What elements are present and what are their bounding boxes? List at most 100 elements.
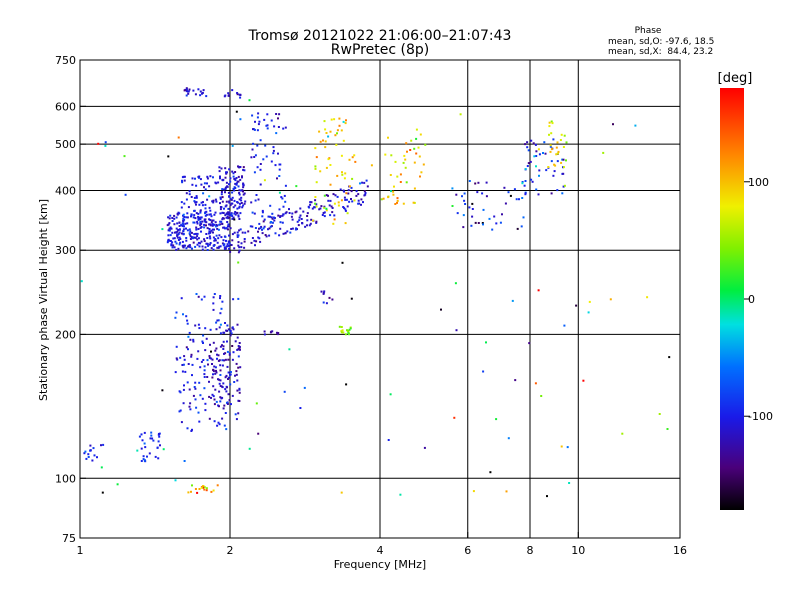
data-point [263, 225, 266, 228]
data-point [329, 199, 332, 202]
data-point [341, 261, 344, 264]
data-point [191, 183, 194, 186]
data-point [176, 234, 179, 237]
data-point [314, 202, 317, 205]
data-point [668, 356, 671, 359]
data-point [261, 209, 264, 212]
stats-line-o: mean, sd,O: -97.6, 18.5 [608, 37, 714, 47]
data-point [191, 484, 193, 487]
data-point [168, 229, 171, 232]
data-point [186, 229, 189, 232]
data-point [173, 223, 176, 226]
data-point [556, 160, 559, 163]
data-point [172, 244, 175, 247]
data-point [142, 458, 145, 461]
data-point [222, 217, 225, 220]
data-point [195, 406, 198, 409]
data-point [203, 295, 206, 298]
data-point [265, 124, 268, 127]
data-point [185, 198, 188, 201]
data-point [228, 352, 231, 355]
data-point [209, 237, 212, 240]
data-point [557, 150, 560, 153]
y-tick-label: 600 [55, 100, 76, 113]
data-point [175, 311, 178, 314]
data-point [330, 205, 333, 208]
data-point [322, 292, 325, 295]
data-point [464, 203, 467, 205]
data-point [225, 200, 228, 203]
data-point [485, 341, 487, 344]
data-point [195, 212, 198, 215]
data-point [279, 227, 282, 230]
data-point [185, 315, 188, 318]
data-point [266, 124, 269, 127]
data-point [275, 132, 278, 135]
data-point [237, 297, 240, 300]
data-point [100, 444, 102, 447]
data-point [221, 196, 224, 199]
data-point [217, 421, 220, 424]
data-point [231, 217, 234, 220]
data-point [357, 202, 360, 205]
data-point [210, 247, 213, 250]
data-point [319, 140, 322, 143]
data-point [244, 231, 247, 234]
data-point [310, 201, 313, 204]
data-point [231, 89, 234, 92]
data-points [80, 87, 671, 498]
data-point [212, 201, 215, 204]
data-point [471, 215, 474, 218]
data-point [322, 212, 325, 214]
data-point [234, 179, 237, 182]
data-point [157, 440, 160, 443]
data-point [390, 190, 392, 193]
data-point [228, 234, 230, 237]
data-point [319, 170, 322, 173]
data-point [248, 99, 251, 102]
data-point [501, 213, 503, 216]
data-point [213, 223, 216, 226]
data-point [193, 221, 196, 224]
data-point [188, 388, 191, 391]
data-point [190, 215, 192, 218]
data-point [167, 238, 170, 241]
data-point [279, 215, 282, 218]
data-point [212, 385, 215, 388]
data-point [142, 455, 145, 458]
data-point [192, 340, 195, 343]
data-point [325, 194, 328, 197]
data-point [566, 446, 569, 449]
data-point [182, 402, 185, 405]
data-point [295, 185, 298, 188]
data-point [261, 211, 264, 214]
data-point [180, 421, 183, 424]
data-point [211, 363, 213, 365]
data-point [229, 177, 232, 180]
data-point [534, 143, 537, 146]
data-point [195, 293, 198, 295]
data-point [240, 202, 243, 204]
data-point [205, 233, 208, 235]
data-point [282, 205, 285, 208]
data-point [306, 219, 309, 222]
data-point [227, 207, 230, 210]
data-point [234, 182, 237, 185]
data-point [351, 177, 354, 180]
data-point [327, 158, 330, 161]
data-point [538, 174, 540, 177]
data-point [197, 215, 200, 218]
data-point [183, 244, 186, 247]
data-point [199, 178, 202, 181]
data-point [159, 444, 161, 447]
data-point [208, 355, 211, 357]
data-point [221, 417, 224, 420]
data-point [394, 203, 397, 205]
data-point [85, 457, 88, 460]
data-point [188, 405, 191, 408]
data-point [361, 181, 364, 184]
data-point [195, 228, 198, 231]
data-point [208, 223, 211, 226]
data-point [560, 161, 563, 164]
data-point [161, 228, 164, 231]
